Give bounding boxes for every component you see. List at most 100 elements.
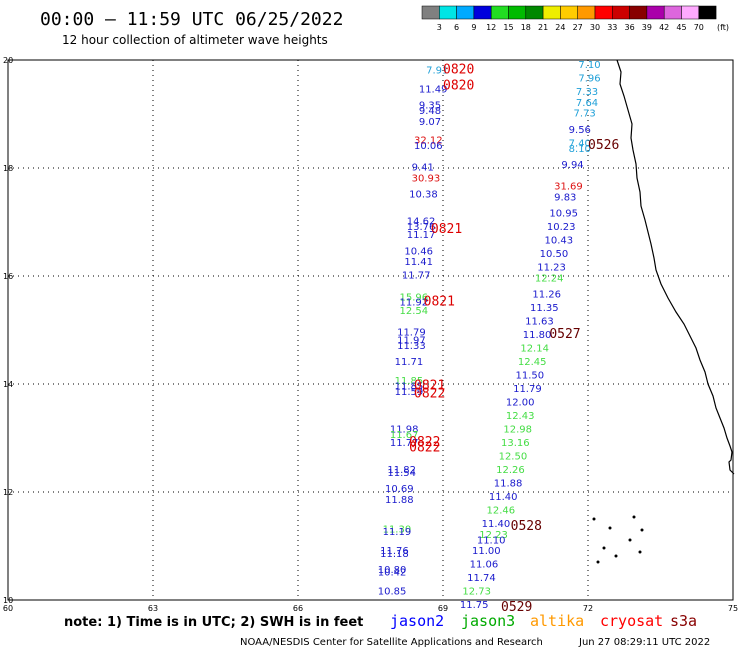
footer-credit: NOAA/NESDIS Center for Satellite Applica… xyxy=(240,637,543,648)
swh-value-label: 14.62 xyxy=(407,217,436,228)
swh-value-label: 15.96 xyxy=(400,292,429,303)
swh-value-label: 12.24 xyxy=(535,273,564,284)
swh-value-label: 12.43 xyxy=(506,411,535,422)
colorbar-swatch xyxy=(525,5,544,20)
y-tick-label: 14 xyxy=(3,380,13,389)
colorbar-tick-label: 15 xyxy=(503,23,513,32)
swh-value-label: 10.23 xyxy=(547,222,576,233)
pass-time-label: 0822 xyxy=(414,387,445,402)
colorbar-swatch xyxy=(629,5,648,20)
swh-value-label: 10.38 xyxy=(409,190,438,201)
colorbar-swatch xyxy=(594,5,613,20)
colorbar-swatch xyxy=(560,5,578,20)
swh-value-label: 11.50 xyxy=(516,371,545,382)
swh-value-label: 12.00 xyxy=(506,398,535,409)
island xyxy=(592,517,596,521)
pass-time-label: 0822 xyxy=(409,435,440,450)
swh-value-label: 10.69 xyxy=(385,484,414,495)
colorbar-tick-label: 21 xyxy=(538,23,548,32)
swh-value-label: 13.76 xyxy=(407,222,436,233)
swh-value-label: 8.10 xyxy=(569,144,591,155)
swh-value-label: 12.50 xyxy=(499,452,528,463)
colorbar-swatch xyxy=(421,5,440,20)
y-tick-label: 16 xyxy=(3,272,13,281)
swh-value-label: 11.63 xyxy=(525,317,554,328)
swh-value-label: 11.77 xyxy=(402,271,431,282)
colorbar-tick-label: 24 xyxy=(555,23,565,32)
pass-time-label: 0821 xyxy=(424,295,455,310)
y-tick-label: 12 xyxy=(3,488,13,497)
swh-value-label: 7.40 xyxy=(569,138,591,149)
pass-time-label: 0822 xyxy=(409,441,440,456)
chart-title: 00:00 — 11:59 UTC 06/25/2022 xyxy=(40,9,343,30)
swh-value-label: 7.96 xyxy=(578,74,600,85)
swh-value-label: 9.48 xyxy=(419,106,441,117)
swh-value-label: 11.79 xyxy=(513,384,542,395)
y-tick-label: 18 xyxy=(3,164,13,173)
swh-value-label: 10.06 xyxy=(414,141,443,152)
swh-value-label: 11.00 xyxy=(472,546,501,557)
pass-time-label: 0527 xyxy=(549,327,580,342)
swh-value-label: 11.67 xyxy=(390,430,419,441)
y-tick-label: 20 xyxy=(3,56,13,65)
swh-value-label: 11.59 xyxy=(395,387,424,398)
swh-value-label: 32.12 xyxy=(414,136,443,147)
swh-value-label: 11.06 xyxy=(470,560,499,571)
swh-value-label: 7.73 xyxy=(574,109,596,120)
x-tick-labels: 60 63 66 69 72 75 xyxy=(3,604,738,613)
swh-value-label: 11.17 xyxy=(407,230,436,241)
colorbar-tick-label: 70 xyxy=(694,23,704,32)
swh-value-label: 11.85 xyxy=(395,376,424,387)
swh-value-label: 12.54 xyxy=(400,306,429,317)
swh-value-label: 11.97 xyxy=(397,336,426,347)
satellite-legend-entry: altika xyxy=(530,612,584,630)
island xyxy=(596,560,600,564)
swh-value-label: 12.23 xyxy=(479,530,508,541)
satellite-legend-entry: jason3 xyxy=(461,612,515,630)
colorbar-tick-label: 30 xyxy=(590,23,600,32)
colorbar-swatch xyxy=(542,5,561,20)
swh-value-label: 11.77 xyxy=(390,438,419,449)
swh-value-label: 13.16 xyxy=(501,438,530,449)
swh-value-label: 11.23 xyxy=(537,263,566,274)
swh-value-label: 11.79 xyxy=(397,327,426,338)
colorbar-unit: (ft) xyxy=(717,23,729,32)
colorbar-swatch xyxy=(612,5,630,20)
colorbar-tick-label: 42 xyxy=(659,23,669,32)
swh-value-label: 9.94 xyxy=(561,160,583,171)
swh-value-label: 11.35 xyxy=(530,303,559,314)
x-tick-label: 69 xyxy=(438,604,448,613)
swh-value-label: 12.26 xyxy=(496,465,525,476)
swh-value-label: 12.46 xyxy=(487,506,516,517)
swh-value-label: 9.56 xyxy=(569,125,591,136)
swh-value-label: 11.10 xyxy=(477,535,506,546)
swh-value-label: 11.80 xyxy=(523,330,552,341)
grid xyxy=(8,60,733,600)
swh-value-label: 10.50 xyxy=(540,249,569,260)
swh-value-label: 11.40 xyxy=(489,492,518,503)
swh-value-label: 10.95 xyxy=(549,209,578,220)
x-tick-label: 63 xyxy=(148,604,158,613)
colorbar-tick-label: 45 xyxy=(676,23,686,32)
swh-value-label: 11.98 xyxy=(390,425,419,436)
colorbar-tick-label: 9 xyxy=(471,23,476,32)
island xyxy=(640,528,644,532)
swh-value-label: 7.33 xyxy=(576,87,598,98)
swh-value-label: 7.91 xyxy=(426,66,448,77)
swh-value-label: 9.35 xyxy=(419,101,441,112)
swh-value-label: 12.73 xyxy=(462,587,491,598)
swh-value-label: 31.69 xyxy=(554,182,583,193)
colorbar-tick-label: 27 xyxy=(573,23,583,32)
island xyxy=(632,515,636,519)
colorbar-swatch xyxy=(456,5,475,20)
swh-value-label: 10.85 xyxy=(378,587,407,598)
x-tick-label: 60 xyxy=(3,604,13,613)
swh-value-label: 11.92 xyxy=(400,298,429,309)
pass-time-label: 0820 xyxy=(443,79,474,94)
swh-value-label: 11.30 xyxy=(383,525,412,536)
swh-value-label: 11.26 xyxy=(532,290,561,301)
y-tick-label: 10 xyxy=(3,596,13,605)
